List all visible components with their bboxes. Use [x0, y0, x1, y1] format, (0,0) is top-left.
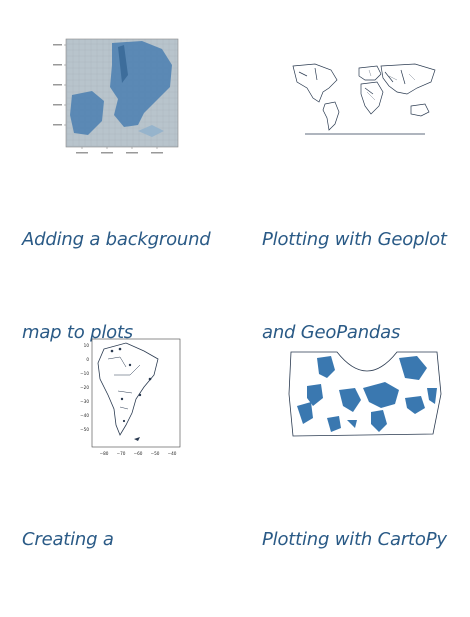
y-tick-label: −20	[80, 385, 89, 390]
thumbnail-background-map[interactable]: .....	[22, 30, 242, 160]
projected-world-map-icon	[288, 351, 442, 437]
title-line-1: Adding a background	[22, 229, 211, 250]
x-tick-label: −80	[100, 451, 109, 456]
thumbnail-cartopy[interactable]	[262, 330, 470, 460]
title-line-2: map to plots	[22, 322, 133, 343]
title-line-2: and GeoPandas	[262, 322, 401, 343]
y-tick-label: −40	[80, 413, 89, 418]
world-outline-map-icon	[292, 63, 436, 135]
y-tick-label: 0	[86, 357, 89, 362]
x-tick-label: −60	[134, 451, 143, 456]
card-title-link[interactable]: Adding a background map to plots	[22, 193, 211, 348]
title-line-1: Plotting with CartoPy	[262, 529, 447, 550]
title-line-1: Creating a	[22, 529, 114, 550]
card-title-link[interactable]: Creating a GeoDataFrame from a DataFrame…	[22, 493, 219, 617]
thumbnail-geodataframe[interactable]: 10 0 −10 −20 −30 −40 −50 −80 −70 −60 −50…	[22, 330, 242, 460]
x-tick-label: −50	[151, 451, 160, 456]
card-title-link[interactable]: Plotting with CartoPy and GeoPandas	[262, 493, 447, 617]
y-tick-label: −50	[80, 427, 89, 432]
y-tick-label: 10	[84, 343, 90, 348]
y-tick-label: −10	[80, 371, 89, 376]
title-line-1: Plotting with Geoplot	[262, 229, 447, 250]
south-america-map-icon: 10 0 −10 −20 −30 −40 −50 −80 −70 −60 −50…	[80, 338, 181, 456]
thumbnail-geoplot[interactable]	[262, 30, 470, 160]
nyc-boroughs-map-icon: .....	[53, 38, 179, 154]
x-tick-label: −70	[117, 451, 126, 456]
x-tick-label: −40	[168, 451, 177, 456]
card-title-link[interactable]: Plotting with Geoplot and GeoPandas	[262, 193, 447, 348]
y-tick-label: −30	[80, 399, 89, 404]
